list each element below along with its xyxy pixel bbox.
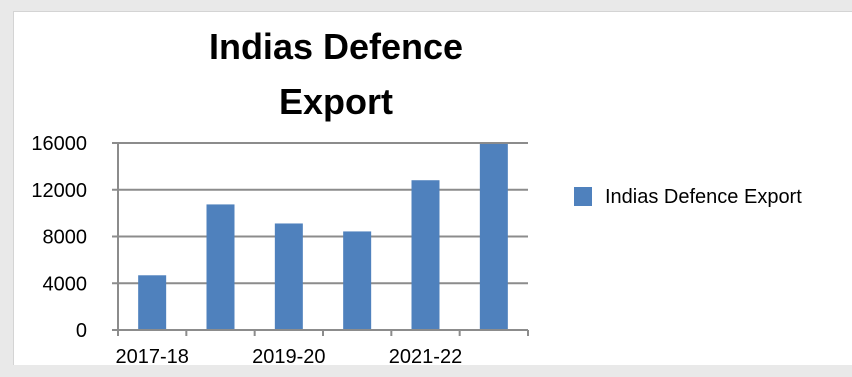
bar [138, 275, 167, 330]
bar [274, 223, 303, 330]
chart-title-line-2: Export [279, 81, 393, 122]
x-tick-label: 2019-20 [252, 346, 325, 368]
x-tick-labels: 2017-18 2019-20 2021-22 [115, 346, 462, 368]
bar [411, 180, 440, 330]
y-tick-label: 0 [76, 320, 87, 342]
y-tick-label: 16000 [31, 133, 87, 155]
y-tick-label: 8000 [43, 227, 88, 249]
x-tick-label: 2021-22 [389, 346, 462, 368]
y-tick-label: 4000 [43, 273, 88, 295]
bar-chart: Indias Defence Export 0 4000 8000 12000 1600… [31, 26, 802, 368]
y-tick-labels: 0 4000 8000 12000 16000 [31, 133, 87, 342]
axes [112, 142, 529, 336]
bars [138, 143, 508, 330]
x-tick-label: 2017-18 [115, 346, 188, 368]
chart-frame: Indias Defence Export 0 4000 8000 12000 1600… [13, 11, 852, 368]
chart-title-line-1: Indias Defence [209, 26, 463, 67]
legend: Indias Defence Export [574, 186, 802, 208]
bar [206, 204, 235, 330]
bar [343, 231, 372, 330]
legend-label: Indias Defence Export [605, 186, 802, 208]
gridlines [118, 142, 528, 285]
y-tick-label: 12000 [31, 180, 87, 202]
bar [479, 143, 508, 330]
legend-swatch [574, 187, 592, 206]
